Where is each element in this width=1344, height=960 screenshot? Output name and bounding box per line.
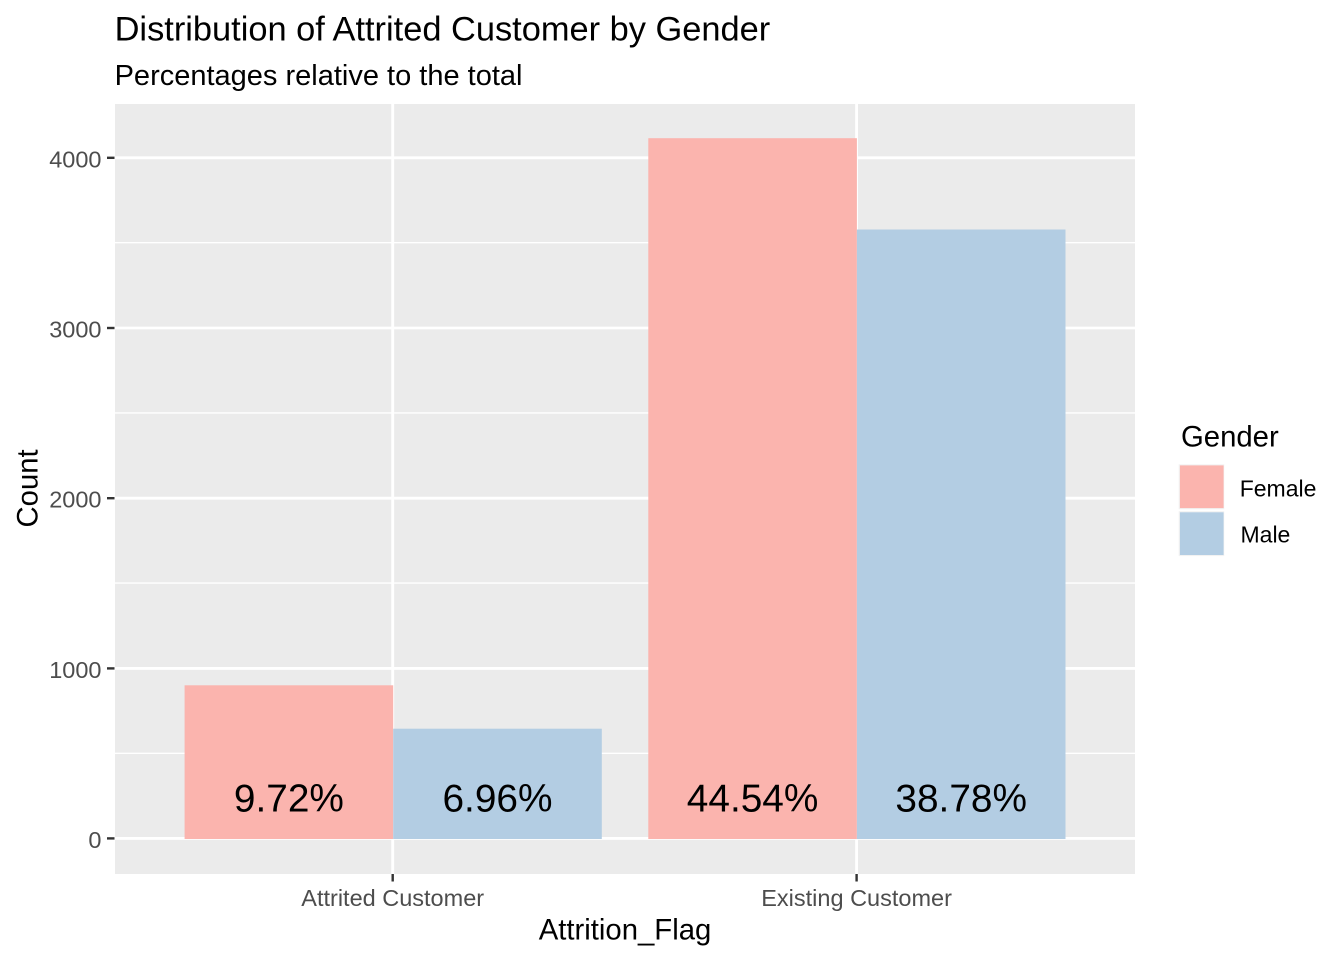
- svg-text:Distribution of Attrited Custo: Distribution of Attrited Customer by Gen…: [115, 11, 771, 49]
- svg-text:3000: 3000: [49, 317, 101, 343]
- svg-text:4000: 4000: [49, 146, 101, 172]
- svg-text:Female: Female: [1240, 475, 1317, 501]
- svg-text:6.96%: 6.96%: [442, 778, 552, 821]
- svg-text:0: 0: [88, 827, 101, 853]
- svg-text:38.78%: 38.78%: [895, 778, 1027, 821]
- svg-text:9.72%: 9.72%: [234, 778, 344, 821]
- svg-text:Percentages relative to the to: Percentages relative to the total: [115, 60, 523, 92]
- svg-text:1000: 1000: [49, 657, 101, 683]
- svg-text:Attrition_Flag: Attrition_Flag: [539, 914, 712, 947]
- svg-text:Existing Customer: Existing Customer: [761, 885, 952, 911]
- svg-text:Count: Count: [12, 449, 45, 527]
- svg-text:Gender: Gender: [1181, 421, 1279, 454]
- svg-text:Attrited Customer: Attrited Customer: [301, 885, 484, 911]
- svg-text:44.54%: 44.54%: [687, 778, 819, 821]
- svg-text:2000: 2000: [49, 487, 101, 513]
- svg-text:Male: Male: [1241, 521, 1291, 547]
